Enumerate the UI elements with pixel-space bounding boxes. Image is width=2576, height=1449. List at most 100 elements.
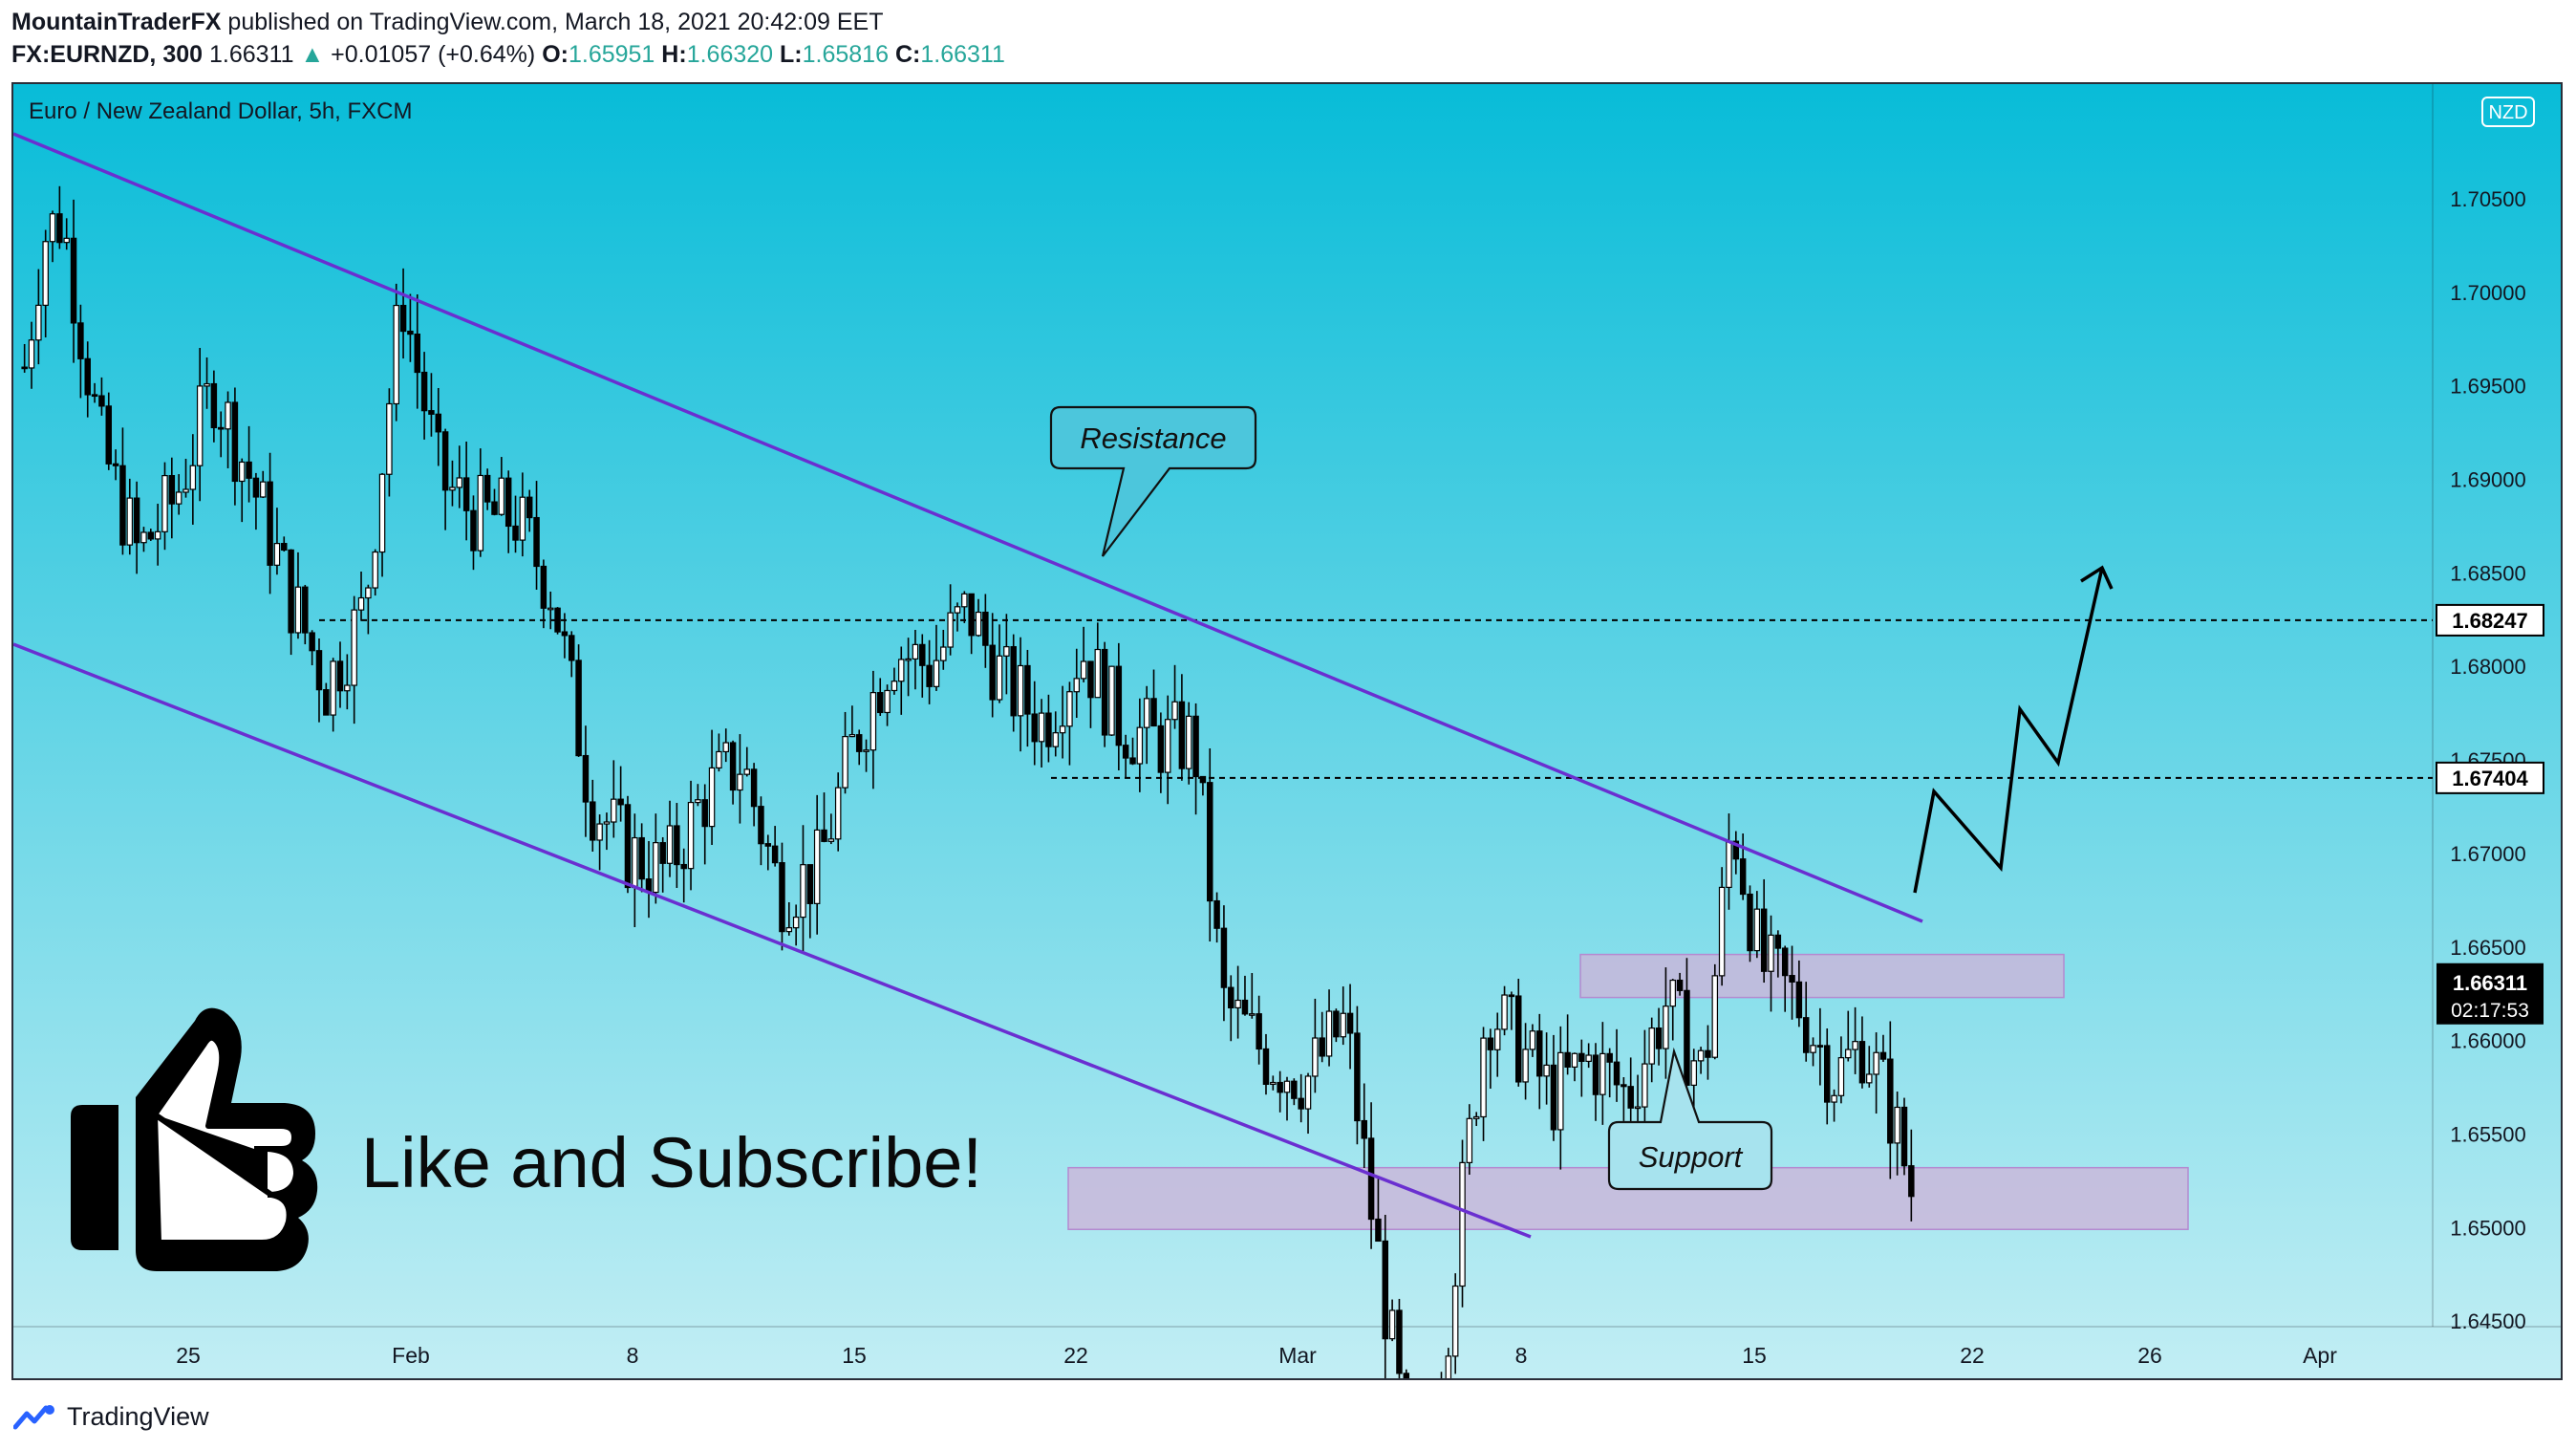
candle-down[interactable] [575,660,582,757]
candle-up[interactable] [1052,732,1060,747]
candle-down[interactable] [680,863,687,870]
candle-up[interactable] [1831,1094,1837,1103]
candle-up[interactable] [1108,665,1115,736]
candle-up[interactable] [653,842,659,894]
candle-down[interactable] [470,509,477,551]
candle-down[interactable] [168,475,176,505]
candle-up[interactable] [238,461,246,483]
candle-down[interactable] [435,413,442,433]
candle-up[interactable] [393,304,399,405]
candle-down[interactable] [1333,1010,1340,1038]
candle-up[interactable] [632,836,638,889]
candle-down[interactable] [1676,979,1684,991]
candle-down[interactable] [1795,981,1803,1019]
candle-down[interactable] [210,382,218,429]
candle-down[interactable] [617,798,624,806]
candle-down[interactable] [1396,1309,1403,1374]
candle-up[interactable] [1810,1045,1816,1053]
candle-down[interactable] [1550,1064,1557,1131]
candle-down[interactable] [428,410,435,415]
candle-up[interactable] [1866,1073,1873,1084]
candle-down[interactable] [231,401,239,483]
candle-down[interactable] [1228,986,1234,1009]
candle-down[interactable] [1375,1218,1382,1243]
candle-up[interactable] [1711,975,1719,1058]
candle-down[interactable] [1361,1119,1367,1139]
candle-down[interactable] [1655,1027,1663,1049]
candle-up[interactable] [792,916,800,929]
candle-up[interactable] [351,609,357,686]
candle-down[interactable] [1354,1032,1361,1122]
candle-down[interactable] [336,660,344,692]
candle-up[interactable] [1003,646,1010,657]
candle-up[interactable] [1571,1052,1578,1068]
candle-down[interactable] [1592,1054,1599,1095]
candle-up[interactable] [1585,1054,1592,1062]
chart-panel[interactable]: Resistance Support Euro / New Zealand Do… [11,82,2563,1380]
channel-lower-line[interactable] [13,642,1532,1239]
candle-down[interactable] [1887,1058,1894,1144]
candle-up[interactable] [1718,886,1726,977]
candle-down[interactable] [806,864,814,904]
candle-up[interactable] [1726,840,1732,888]
candle-down[interactable] [1627,1086,1634,1109]
candle-up[interactable] [330,660,336,716]
candle-up[interactable] [1557,1051,1564,1131]
candle-up[interactable] [1059,725,1066,734]
candle-down[interactable] [1277,1081,1283,1093]
candle-up[interactable] [827,838,835,842]
candle-down[interactable] [1010,646,1017,717]
candle-up[interactable] [708,767,716,828]
candle-down[interactable] [1684,989,1690,1086]
candle-down[interactable] [288,549,294,634]
candle-down[interactable] [1150,698,1157,727]
candle-up[interactable] [547,607,554,611]
candle-down[interactable] [1900,1106,1908,1167]
candle-down[interactable] [98,395,105,407]
candle-down[interactable] [554,607,561,633]
candle-down[interactable] [771,845,779,864]
candle-down[interactable] [323,689,330,716]
candle-up[interactable] [1845,1049,1852,1059]
candle-up[interactable] [182,488,189,493]
candle-up[interactable] [975,611,982,637]
candle-up[interactable] [1283,1080,1291,1093]
candle-down[interactable] [462,477,470,511]
candle-up[interactable] [1690,1060,1698,1086]
candle-down[interactable] [302,586,309,634]
candle-down[interactable] [84,357,91,396]
candle-down[interactable] [1823,1045,1831,1103]
candle-down[interactable] [1613,1061,1621,1086]
candle-down[interactable] [1192,715,1199,778]
candle-up[interactable] [1073,678,1081,693]
candle-up[interactable] [344,684,351,692]
candle-up[interactable] [848,734,856,738]
candle-up[interactable] [800,864,806,919]
candle-up[interactable] [1493,1028,1501,1050]
candle-up[interactable] [1270,1081,1277,1086]
candle-up[interactable] [49,213,56,243]
candle-down[interactable] [1157,724,1165,773]
candle-up[interactable] [834,787,842,840]
projection-path[interactable] [1913,567,2104,894]
candle-up[interactable] [842,736,848,789]
candle-down[interactable] [1739,858,1747,896]
candle-up[interactable] [1852,1041,1858,1050]
candle-down[interactable] [1802,1017,1810,1053]
candle-down[interactable] [1515,995,1522,1083]
currency-badge[interactable]: NZD [2481,97,2535,127]
candle-up[interactable] [63,237,70,244]
candle-up[interactable] [1599,1052,1606,1095]
candle-up[interactable] [1325,1010,1333,1057]
candle-down[interactable] [729,742,737,791]
candle-up[interactable] [785,927,793,933]
candle-down[interactable] [659,842,666,864]
candle-up[interactable] [1164,719,1171,773]
candle-down[interactable] [112,463,119,466]
candle-up[interactable] [813,829,821,904]
candle-up[interactable] [386,402,393,475]
candle-down[interactable] [926,664,933,687]
last-price-tag[interactable] [2436,962,2544,1025]
candle-up[interactable] [140,531,147,544]
candle-up[interactable] [378,473,386,553]
